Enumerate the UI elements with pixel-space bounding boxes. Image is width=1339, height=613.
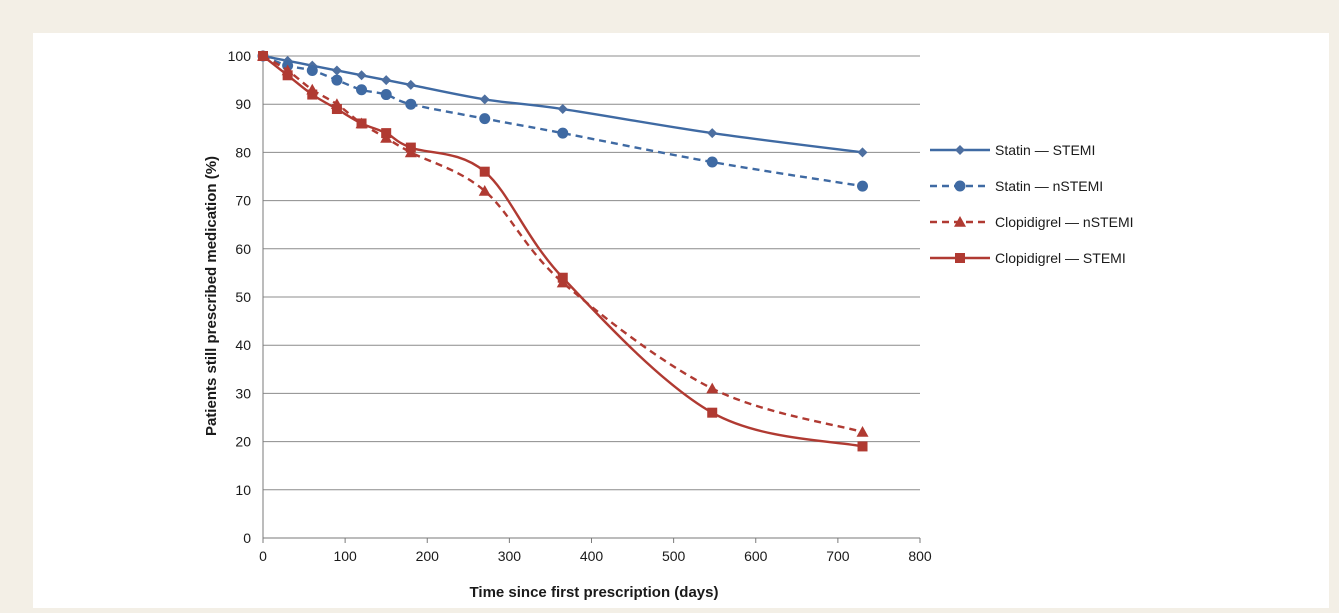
y-tick-label: 90 [235,96,251,112]
data-point [258,51,268,61]
data-point [380,89,392,101]
data-point [381,75,392,86]
x-tick-label: 500 [662,548,686,564]
data-point [557,104,568,115]
data-point [707,128,718,139]
data-point [857,180,869,192]
axes: 0 10 20 30 40 50 60 70 80 90 100 0 100 200 300 400 500 60… [228,48,932,564]
data-point [306,64,318,76]
series-line-1 [262,54,863,188]
series-lines [257,50,869,452]
legend-label: Statin — STEMI [995,142,1095,158]
data-point [356,70,367,81]
data-point [356,84,368,96]
x-tick-label: 600 [744,548,768,564]
data-point [479,113,491,125]
series-3 [258,51,868,452]
data-point [707,407,718,418]
x-tick-label: 300 [498,548,522,564]
y-tick-label: 100 [228,48,252,64]
x-tick-label: 400 [580,548,604,564]
series-line-3 [262,55,863,448]
x-tick-label: 100 [333,548,357,564]
legend-label: Statin — nSTEMI [995,178,1103,194]
data-point [356,118,367,129]
legend: Statin — STEMI Statin — nSTEMI Clopidigrel… [930,142,1134,266]
x-tick-label: 200 [416,548,440,564]
data-point [557,127,569,139]
y-tick-label: 30 [235,385,251,401]
data-point [557,272,568,283]
legend-marker [955,253,965,263]
data-point [307,89,318,100]
data-point [857,441,868,452]
data-point [282,70,293,81]
data-point [381,128,392,139]
legend-entry-2: Clopidigrel — nSTEMI [930,214,1134,230]
legend-entry-1: Statin — nSTEMI [930,178,1103,194]
legend-entry-0: Statin — STEMI [930,142,1095,158]
y-tick-label: 20 [235,434,251,450]
data-point [479,94,490,105]
y-tick-label: 10 [235,482,251,498]
data-point [857,147,868,158]
data-point [331,65,342,76]
x-tick-label: 0 [259,548,267,564]
data-point [478,184,491,196]
legend-marker [954,180,966,192]
gridlines [263,55,920,491]
legend-marker [954,216,966,227]
data-point [706,382,719,394]
y-tick-label: 60 [235,241,251,257]
y-tick-label: 0 [243,530,251,546]
data-point [331,74,343,86]
x-tick-label: 700 [826,548,850,564]
data-point [856,425,869,437]
x-tick-label: 800 [908,548,932,564]
data-point [479,166,490,177]
data-point [405,79,416,90]
y-tick-label: 80 [235,144,251,160]
data-point [405,98,417,110]
legend-label: Clopidigrel — nSTEMI [995,214,1134,230]
y-tick-label: 40 [235,337,251,353]
y-axis-title: Patients still prescribed medication (%) [203,156,220,436]
data-point [706,156,718,168]
data-point [405,142,416,153]
data-point [331,104,342,115]
x-axis-title: Time since first prescription (days) [470,584,719,601]
legend-entry-3: Clopidigrel — STEMI [930,250,1126,266]
chart-frame: 0 10 20 30 40 50 60 70 80 90 100 0 100 200 300 400 500 60… [33,33,1329,608]
legend-marker [955,145,965,155]
legend-label: Clopidigrel — STEMI [995,250,1126,266]
line-chart: 0 10 20 30 40 50 60 70 80 90 100 0 100 200 300 400 500 60… [203,48,1134,601]
y-tick-label: 50 [235,289,251,305]
y-tick-label: 70 [235,193,251,209]
